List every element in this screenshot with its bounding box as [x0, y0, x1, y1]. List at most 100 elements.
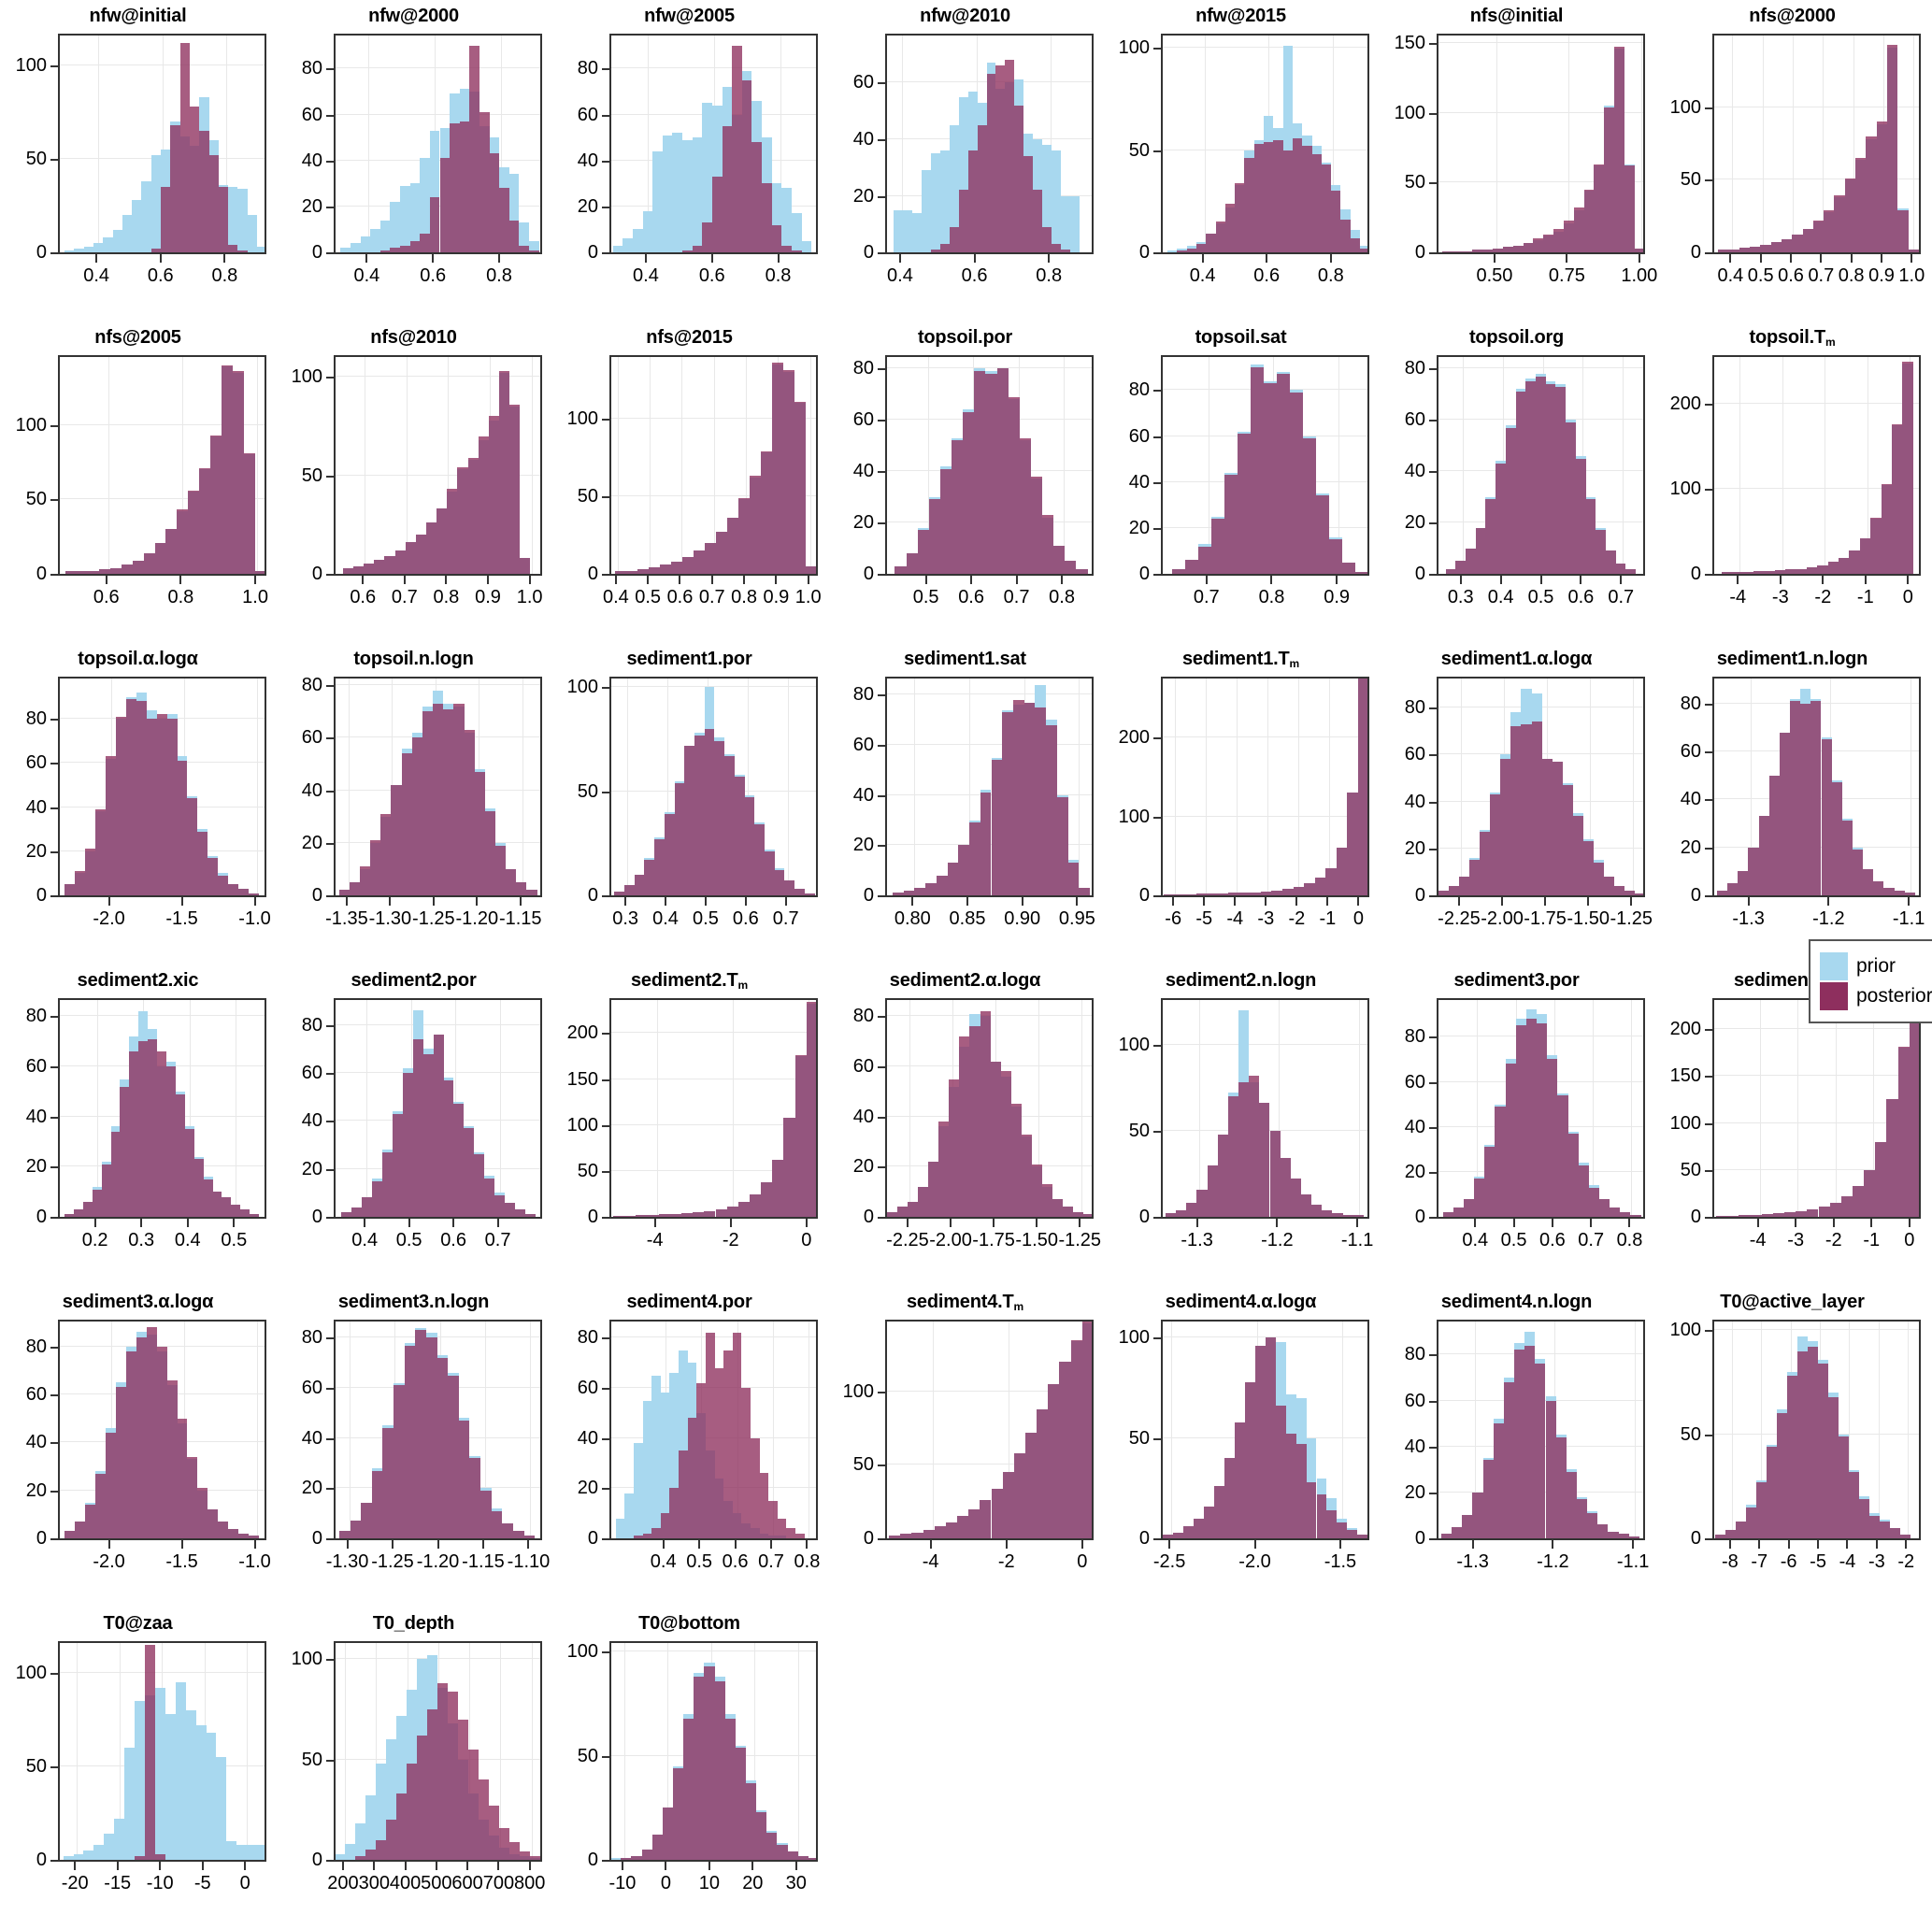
x-tick-mark: [159, 254, 162, 263]
histogram-bar-posterior: [1316, 1493, 1327, 1538]
x-tick-label: -3: [1257, 908, 1275, 929]
histogram-bar-posterior: [1166, 1213, 1177, 1217]
histogram-bar-posterior: [903, 890, 915, 895]
x-tick-mark: [704, 897, 707, 906]
x-tick-label: -1.35: [325, 908, 368, 929]
histogram-bar-posterior: [1269, 1130, 1281, 1217]
bars-layer: [887, 36, 1092, 252]
x-tick-label: 0.5: [686, 1551, 713, 1572]
x-tick-label: 0.6: [93, 587, 120, 607]
histogram-bar-posterior: [1785, 569, 1796, 574]
histogram-bar-posterior: [187, 798, 198, 895]
y-tick-label: 0: [587, 242, 598, 263]
x-axis: 0.4 0.6 0.8: [1161, 254, 1369, 322]
x-tick-label: 10: [698, 1873, 720, 1893]
histogram-bar-posterior: [422, 711, 434, 895]
gridline-vertical: [1267, 679, 1269, 895]
histogram-bar-posterior: [1829, 1202, 1841, 1217]
x-axis: 0.6 0.8 1.0: [58, 576, 268, 643]
x-tick-mark: [404, 1862, 407, 1870]
y-tick-label: 40: [1404, 1116, 1425, 1137]
chart-panel: sediment1.Tm 0 100 200 -6 -5 -4 -3 -2 -1 0: [1103, 643, 1379, 964]
histogram-bar-posterior: [1524, 1345, 1536, 1538]
histogram-bar-prior: [939, 150, 950, 252]
histogram-bar-posterior: [772, 1160, 784, 1217]
y-tick-label: 50: [577, 1160, 598, 1181]
x-tick-mark: [1551, 1219, 1553, 1227]
histogram-bar-posterior: [370, 840, 381, 895]
bars-layer: [336, 1643, 540, 1860]
histogram-bar-posterior: [154, 1854, 165, 1860]
histogram-bar-posterior: [671, 561, 683, 574]
gridline-horizontal: [1163, 815, 1367, 817]
histogram-bar-posterior: [1452, 1526, 1463, 1538]
histogram-bar-posterior: [806, 1001, 816, 1217]
histogram-bar-posterior: [1634, 248, 1643, 252]
y-tick-label: 40: [25, 796, 47, 818]
x-axis: -1.30 -1.25 -1.20 -1.15 -1.10: [326, 1540, 550, 1608]
x-tick-label: 0.7: [1808, 265, 1835, 286]
y-tick-label: 80: [25, 1006, 47, 1027]
y-tick-label: 200: [566, 1022, 598, 1044]
y-tick-label: 20: [301, 195, 322, 217]
histogram-bar-posterior: [1455, 561, 1466, 574]
bars-layer: [611, 1322, 816, 1538]
x-tick-mark: [898, 254, 901, 263]
bars-layer: [611, 679, 816, 895]
panel-title: sediment3.n.logn: [337, 1292, 490, 1312]
gridline-vertical: [617, 357, 619, 574]
gridline-horizontal: [611, 1650, 816, 1652]
panel-title: sediment3.α.logα: [62, 1292, 214, 1312]
x-tick-mark: [95, 254, 98, 263]
histogram-bar-prior: [340, 248, 351, 252]
y-tick-mark: [878, 574, 885, 576]
histogram-bar-posterior: [936, 875, 948, 895]
histogram-bar-posterior: [1781, 239, 1793, 252]
bars-layer: [336, 357, 540, 574]
legend-item-posterior: posterior: [1820, 982, 1932, 1010]
histogram-bar-posterior: [437, 1683, 449, 1860]
y-tick-mark: [878, 1066, 885, 1069]
y-tick-label: 60: [1128, 425, 1150, 447]
gridline-horizontal: [60, 1015, 265, 1017]
histogram-bar-posterior: [1807, 1347, 1818, 1538]
histogram-bar-posterior: [1023, 156, 1034, 252]
x-axis: 0.50 0.75 1.00: [1437, 254, 1657, 322]
histogram-bar-posterior: [390, 248, 400, 252]
histogram-bar-posterior: [1739, 248, 1750, 252]
histogram-bar-posterior: [409, 240, 421, 252]
y-tick-mark: [1429, 707, 1437, 710]
y-tick-label: 0: [1138, 1528, 1150, 1549]
x-tick-mark: [1295, 897, 1298, 906]
histogram-bar-posterior: [1472, 1492, 1483, 1538]
y-tick-mark: [50, 1490, 58, 1493]
histogram-bar-posterior: [1217, 893, 1229, 895]
gridline-vertical: [366, 1000, 368, 1217]
y-tick-mark: [326, 114, 334, 117]
histogram-bar-posterior: [489, 1806, 500, 1860]
y-tick-mark: [50, 574, 58, 576]
y-tick-mark: [878, 1538, 885, 1540]
y-tick-label: 0: [1690, 1528, 1701, 1549]
histogram-bar-posterior: [1193, 1518, 1204, 1538]
y-tick-label: 0: [311, 1207, 322, 1227]
y-tick-mark: [602, 1124, 609, 1127]
histogram-bar-posterior: [681, 1213, 694, 1217]
y-tick-mark: [1153, 816, 1161, 819]
x-tick-mark: [496, 1219, 499, 1227]
histogram-bar-posterior: [1260, 891, 1272, 895]
x-tick-label: -5: [1195, 908, 1213, 929]
histogram-bar-posterior: [453, 703, 465, 895]
y-tick-label: 80: [577, 1327, 598, 1349]
histogram-bar-posterior: [749, 1194, 762, 1217]
x-tick-label: 0.4: [652, 908, 679, 929]
histogram-bar-posterior: [794, 401, 807, 574]
histogram-bar-posterior: [494, 845, 507, 895]
histogram-bar-prior: [376, 1764, 387, 1860]
x-tick-mark: [734, 1540, 737, 1549]
y-tick-mark: [1153, 527, 1161, 530]
x-tick-mark: [180, 1540, 183, 1549]
y-tick-label: 60: [1404, 744, 1425, 765]
histogram-bar-posterior: [722, 125, 733, 252]
panel-title: topsoil.Tm: [1749, 327, 1836, 349]
